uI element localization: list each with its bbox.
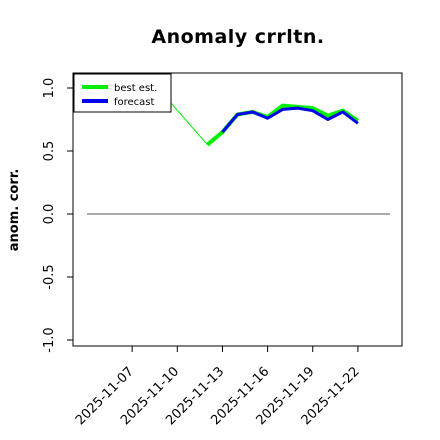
y-tick-label: 1.0 [42,78,57,99]
y-tick-label: -1.0 [42,327,57,352]
y-axis-label: anom. corr. [7,169,22,252]
forecast-line [221,106,359,134]
legend: best est. forecast [73,73,172,113]
y-tick-label: 0.0 [42,204,57,225]
legend-box [73,73,172,113]
legend-label: forecast [114,97,155,108]
y-tick-label: 0.5 [42,141,57,162]
chart-title: Anomaly crrltn. [151,26,324,48]
y-tick-label: -0.5 [42,264,57,289]
legend-label: best est. [114,83,157,94]
plot-frame [72,72,403,347]
